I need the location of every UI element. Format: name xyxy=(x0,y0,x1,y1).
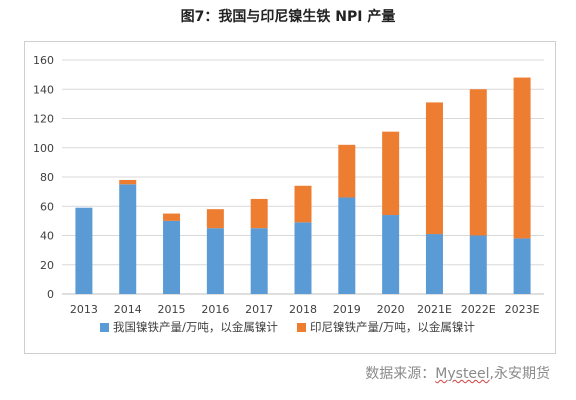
x-tick-label: 2016 xyxy=(201,303,229,316)
bar-indonesia xyxy=(119,179,137,185)
x-tick-label: 2017 xyxy=(245,303,273,316)
x-tick-label: 2022E xyxy=(461,303,496,316)
bar-china xyxy=(425,234,443,294)
bar-china xyxy=(294,222,312,294)
bar-indonesia xyxy=(469,89,487,236)
legend-indonesia-label: 印尼镍铁产量/万吨，以金属镍计 xyxy=(310,320,475,334)
x-tick-label: 2013 xyxy=(70,303,98,316)
y-tick-label: 80 xyxy=(40,171,54,184)
source-prefix: 数据来源： xyxy=(365,366,436,382)
y-tick-label: 0 xyxy=(47,288,54,301)
y-tick-label: 60 xyxy=(40,200,54,213)
source-suffix: ,永安期货 xyxy=(489,366,550,382)
data-source: 数据来源：Mysteel,永安期货 xyxy=(365,363,550,383)
bar-indonesia xyxy=(206,209,224,229)
bar-china xyxy=(469,235,487,294)
bar-china xyxy=(513,238,531,294)
bar-indonesia xyxy=(294,185,312,223)
bar-china xyxy=(382,215,400,294)
bar-indonesia xyxy=(513,77,531,239)
bar-china xyxy=(163,220,181,294)
legend-indonesia-swatch xyxy=(297,323,306,332)
stacked-bar-chart: 0 20 40 60 80 100 120 140 160 2013 2014 2015 2016 201… xyxy=(33,54,544,334)
y-tick-label: 120 xyxy=(33,113,54,126)
bar-indonesia xyxy=(382,131,400,216)
source-mysteel: Mysteel xyxy=(435,366,490,382)
x-tick-label: 2018 xyxy=(289,303,317,316)
y-tick-label: 140 xyxy=(33,83,54,96)
bar-indonesia xyxy=(250,198,268,229)
y-tick-label: 100 xyxy=(33,142,54,155)
bar-china xyxy=(75,207,93,294)
y-tick-label: 40 xyxy=(40,230,54,243)
bar-indonesia xyxy=(163,213,181,221)
bar-china xyxy=(250,228,268,294)
legend-china-swatch xyxy=(100,323,109,332)
bar-china xyxy=(119,184,137,294)
x-tick-label: 2015 xyxy=(158,303,186,316)
bar-indonesia xyxy=(338,144,356,198)
bar-indonesia xyxy=(425,102,443,235)
bar-china xyxy=(338,197,356,294)
x-tick-label: 2020 xyxy=(377,303,405,316)
legend-china-label: 我国镍铁产量/万吨，以金属镍计 xyxy=(113,320,278,334)
x-tick-label: 2023E xyxy=(505,303,540,316)
y-tick-label: 160 xyxy=(33,54,54,67)
chart-frame: 0 20 40 60 80 100 120 140 160 2013 2014 2015 2016 201… xyxy=(24,41,556,354)
chart-title: 图7：我国与印尼镍生铁 NPI 产量 xyxy=(180,9,396,25)
y-tick-label: 20 xyxy=(40,259,54,272)
x-tick-label: 2021E xyxy=(417,303,452,316)
x-tick-label: 2014 xyxy=(114,303,142,316)
x-tick-label: 2019 xyxy=(333,303,361,316)
bar-china xyxy=(206,228,224,294)
